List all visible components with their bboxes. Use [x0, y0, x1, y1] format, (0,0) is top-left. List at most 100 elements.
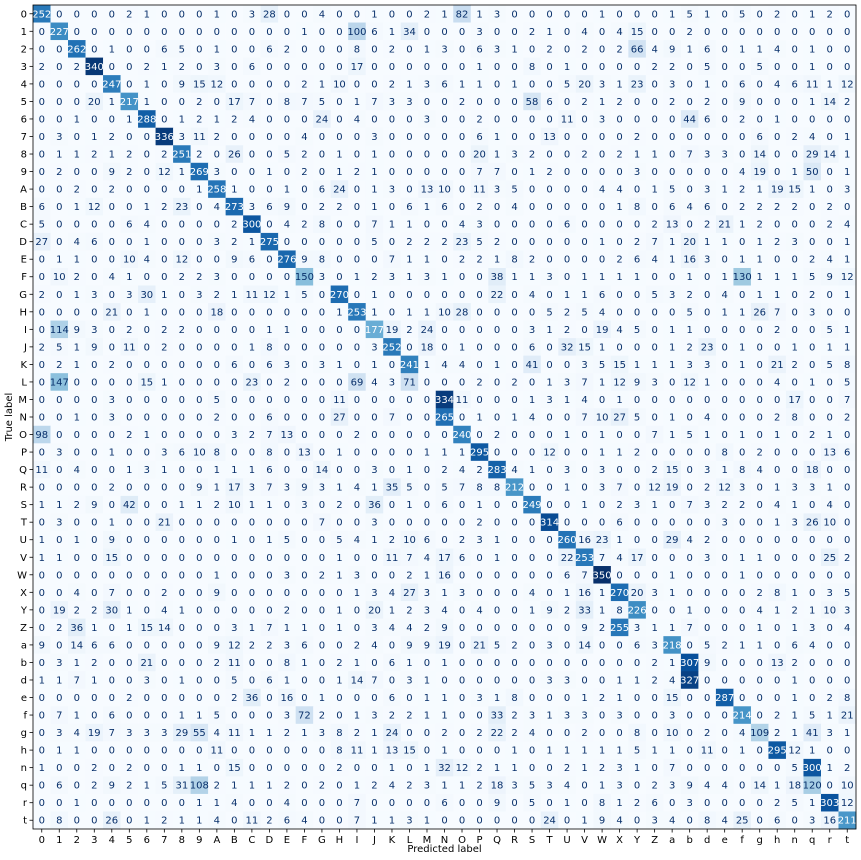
- matrix-cell: [610, 22, 629, 41]
- cell-value-label: 0: [809, 202, 815, 213]
- cell-value-label: 0: [616, 570, 622, 581]
- matrix-cell: [575, 40, 594, 58]
- cell-value-label: 0: [424, 746, 430, 757]
- cell-value-label: 3: [371, 623, 377, 634]
- cell-value-label: 1: [214, 465, 220, 476]
- cell-value-label: 0: [757, 746, 763, 757]
- cell-value-label: 1: [459, 448, 465, 459]
- cell-value-label: 0: [581, 675, 587, 686]
- cell-value-label: 4: [616, 27, 622, 38]
- cell-value-label: 3: [721, 150, 727, 161]
- cell-value-label: 0: [371, 763, 377, 774]
- cell-value-label: 9: [109, 535, 115, 546]
- cell-value-label: 0: [179, 746, 185, 757]
- matrix-cell: [85, 145, 104, 164]
- cell-value-label: 2: [616, 97, 622, 108]
- matrix-cell: [698, 40, 717, 58]
- cell-value-label: 0: [757, 395, 763, 406]
- cell-value-label: 4: [74, 588, 80, 599]
- cell-value-label: 0: [599, 518, 605, 529]
- cell-value-label: 0: [161, 27, 167, 38]
- cell-value-label: 0: [336, 27, 342, 38]
- cell-value-label: 0: [827, 413, 833, 424]
- cell-value-label: 0: [179, 220, 185, 231]
- cell-value-label: 1: [56, 150, 62, 161]
- cell-value-label: 8: [284, 97, 290, 108]
- cell-value-label: 3: [546, 272, 552, 283]
- cell-value-label: 0: [301, 798, 307, 809]
- matrix-cell: [785, 75, 804, 93]
- cell-value-label: 21: [771, 360, 784, 371]
- cell-value-label: 0: [249, 395, 255, 406]
- cell-value-label: 11: [228, 728, 241, 739]
- cell-value-label: 0: [511, 605, 517, 616]
- cell-value-label: 1: [74, 290, 80, 301]
- cell-value-label: 2: [406, 711, 412, 722]
- cell-value-label: 0: [196, 588, 202, 599]
- cell-value-label: 1: [774, 483, 780, 494]
- matrix-cell: [715, 92, 734, 111]
- cell-value-label: 5: [336, 535, 342, 546]
- cell-value-label: 269: [190, 167, 209, 178]
- matrix-cell: [68, 110, 86, 129]
- cell-value-label: 0: [564, 448, 570, 459]
- matrix-cell: [803, 92, 822, 111]
- cell-value-label: 0: [494, 746, 500, 757]
- matrix-cell: [208, 145, 226, 164]
- cell-value-label: 1: [844, 728, 850, 739]
- cell-value-label: 1: [319, 79, 325, 90]
- y-tick-label: W: [17, 570, 27, 581]
- matrix-cell: [663, 40, 682, 58]
- cell-value-label: 3: [371, 342, 377, 353]
- cell-value-label: 1: [459, 781, 465, 792]
- cell-value-label: 3: [792, 518, 798, 529]
- cell-value-label: 2: [74, 272, 80, 283]
- cell-value-label: 0: [126, 816, 132, 827]
- cell-value-label: 7: [389, 413, 395, 424]
- cell-value-label: 3: [319, 360, 325, 371]
- cell-value-label: 16: [823, 816, 836, 827]
- cell-value-label: 0: [529, 377, 535, 388]
- cell-value-label: 0: [634, 518, 640, 529]
- matrix-cell: [103, 92, 121, 111]
- cell-value-label: 0: [844, 658, 850, 669]
- cell-value-label: 3: [284, 640, 290, 651]
- cell-value-label: 26: [753, 307, 766, 318]
- cell-value-label: 1: [424, 711, 430, 722]
- cell-value-label: 0: [56, 483, 62, 494]
- cell-value-label: 0: [336, 255, 342, 266]
- cell-value-label: 0: [39, 518, 45, 529]
- cell-value-label: 0: [651, 325, 657, 336]
- cell-value-label: 0: [319, 307, 325, 318]
- cell-value-label: 1: [651, 623, 657, 634]
- cell-value-label: 0: [109, 430, 115, 441]
- matrix-cell: [838, 145, 857, 164]
- matrix-cell: [313, 5, 331, 23]
- cell-value-label: 2: [161, 816, 167, 827]
- matrix-cell: [295, 110, 314, 129]
- matrix-cell: [313, 57, 331, 76]
- cell-value-label: 0: [91, 711, 97, 722]
- matrix-cell: [663, 57, 682, 76]
- cell-value-label: 9: [91, 500, 97, 511]
- matrix-cell: [418, 92, 437, 111]
- matrix-cell: [190, 75, 209, 93]
- cell-value-label: 2: [774, 202, 780, 213]
- cell-value-label: 0: [389, 465, 395, 476]
- matrix-cell: [628, 5, 647, 23]
- cell-value-label: 15: [666, 693, 679, 704]
- matrix-cell: [505, 75, 524, 93]
- cell-value-label: 5: [599, 360, 605, 371]
- matrix-cell: [768, 110, 787, 129]
- cell-value-label: 3: [319, 728, 325, 739]
- cell-value-label: 0: [249, 132, 255, 143]
- cell-value-label: 6: [564, 220, 570, 231]
- matrix-cell: [768, 22, 787, 41]
- cell-value-label: 0: [319, 44, 325, 55]
- cell-value-label: 1: [301, 658, 307, 669]
- cell-value-label: 0: [564, 272, 570, 283]
- matrix-cell: [610, 127, 629, 146]
- cell-value-label: 0: [757, 342, 763, 353]
- cell-value-label: 3: [476, 535, 482, 546]
- y-tick-label: d: [21, 675, 27, 686]
